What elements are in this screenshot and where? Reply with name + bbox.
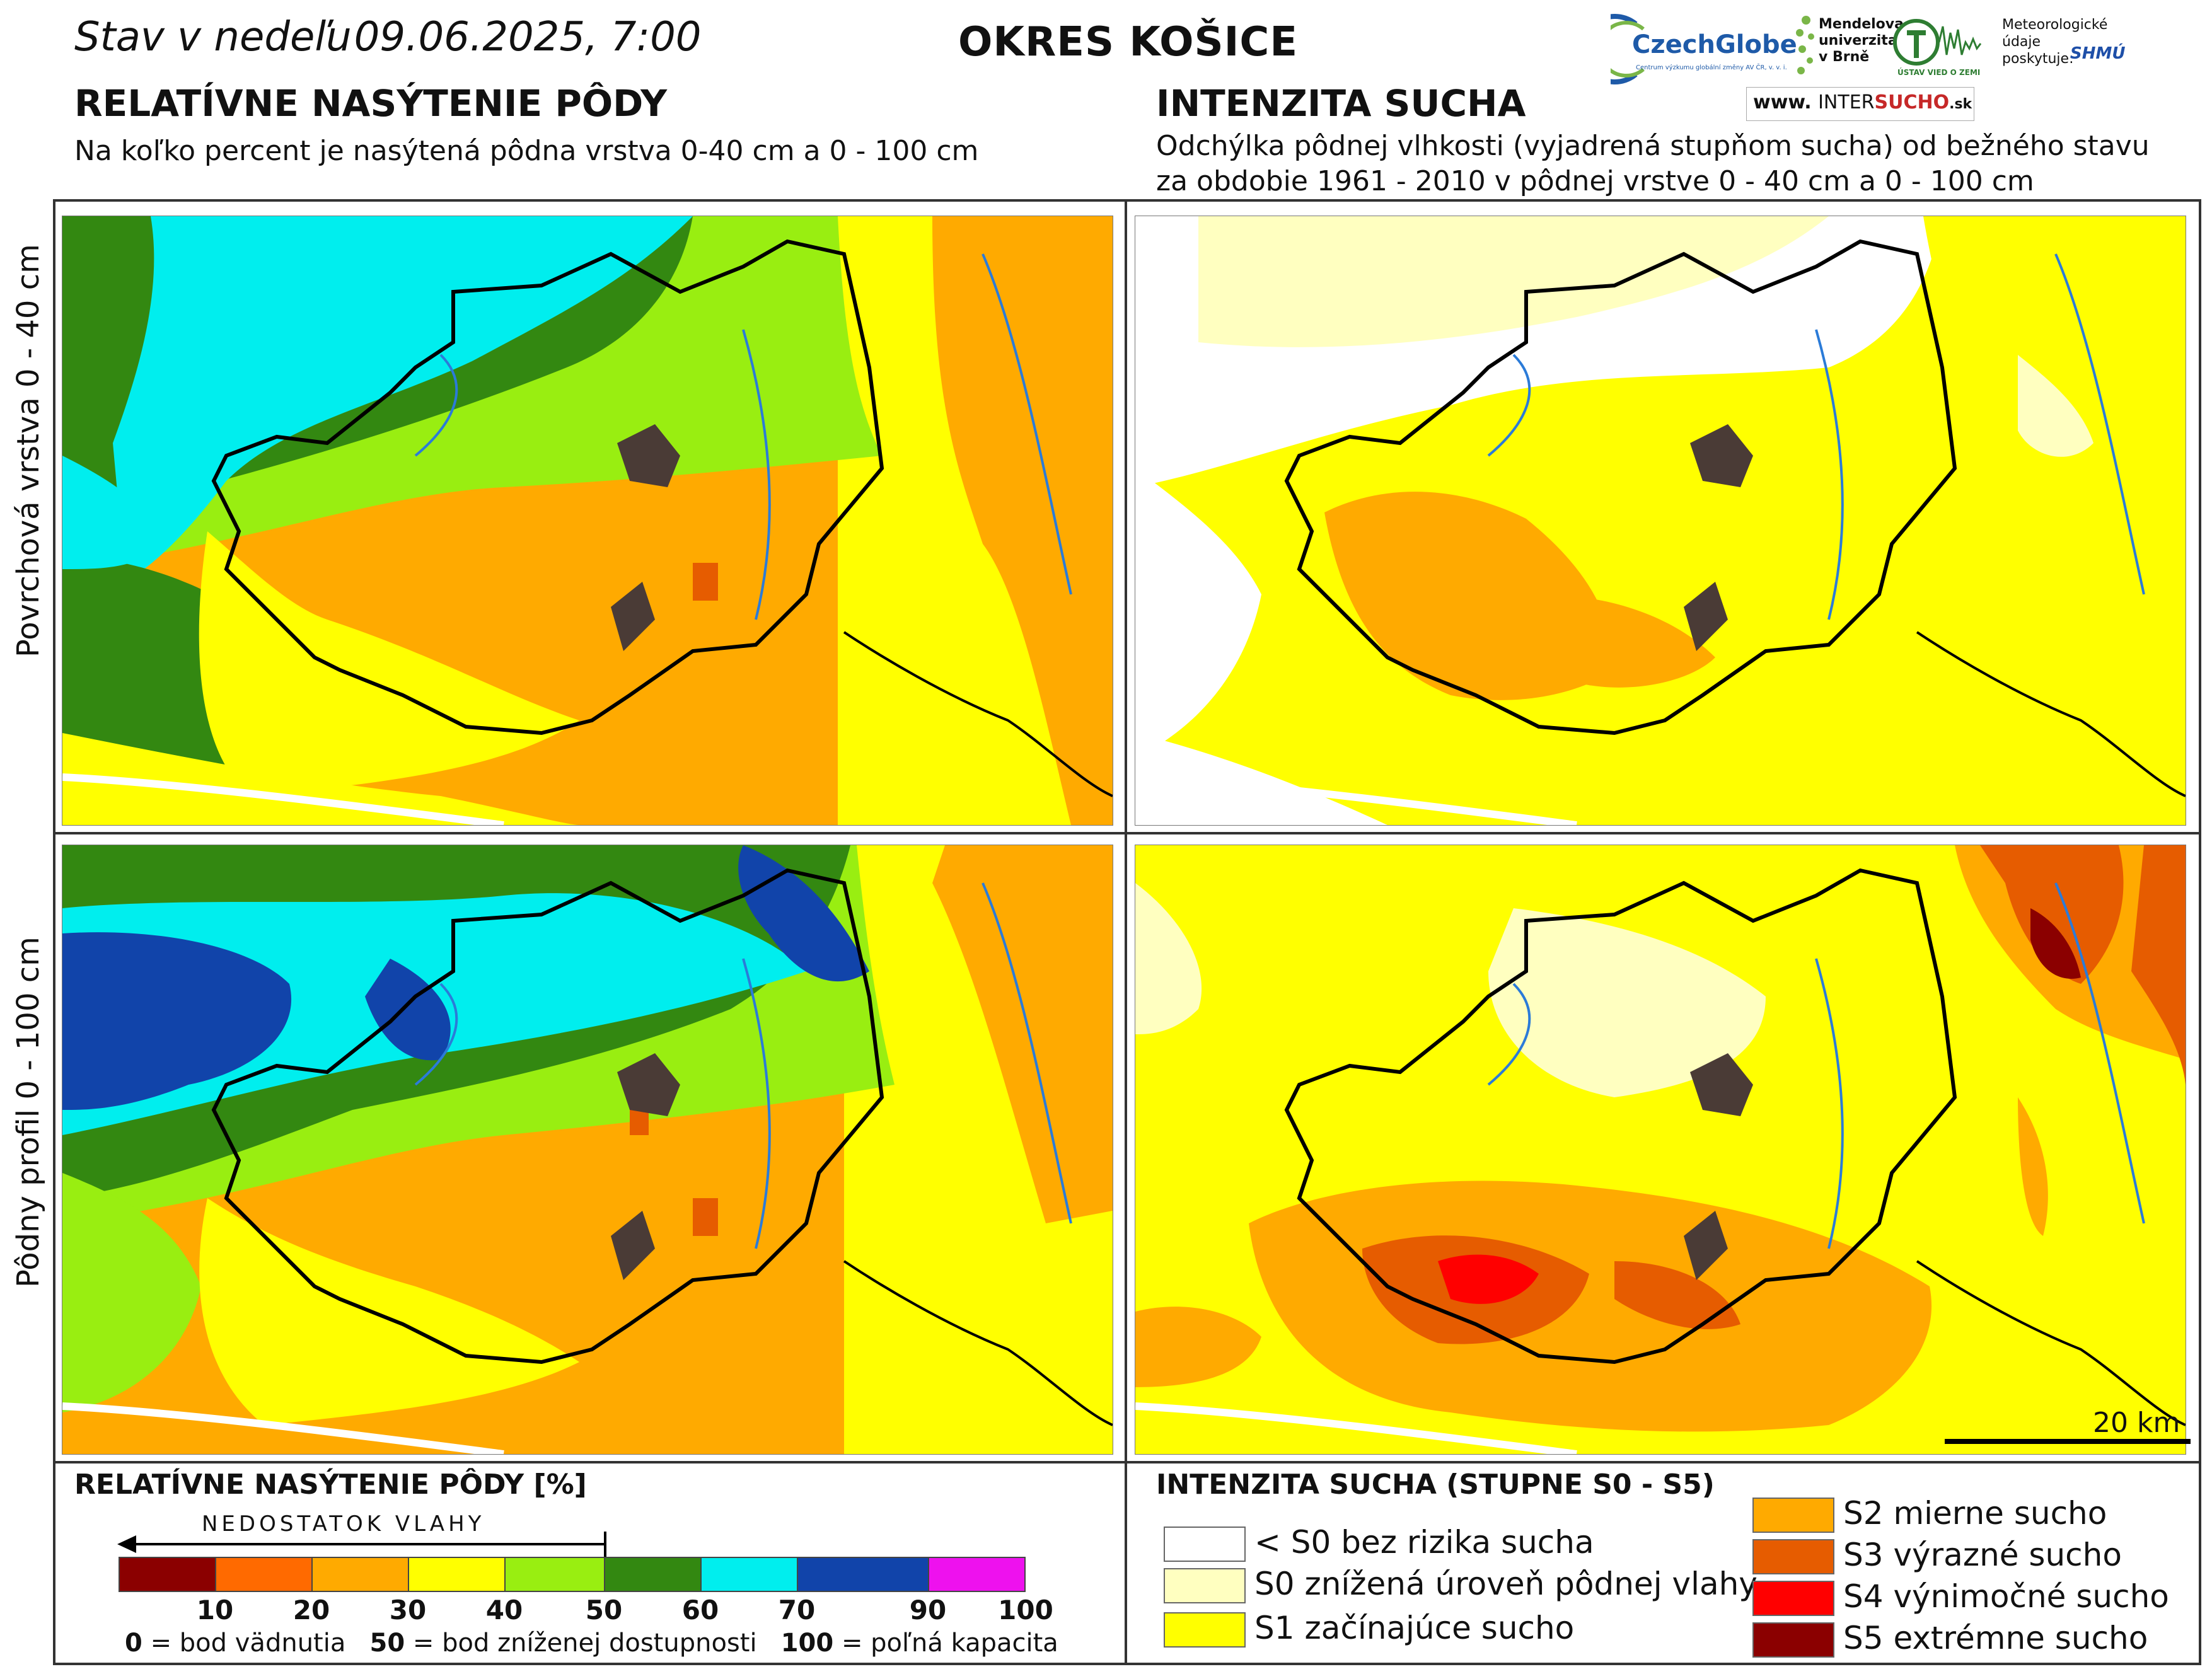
map-drought-profile — [1135, 845, 2186, 1455]
swatch-s1 — [1164, 1612, 1246, 1648]
scale-label: 20 km — [2093, 1407, 2180, 1439]
czechglobe-name: CzechGlobe — [1632, 30, 1797, 59]
row-label-top: Povrchová vrstva 0 - 40 cm — [11, 244, 46, 657]
intersucho-logo: www. INTERSUCHO.sk — [1746, 87, 1974, 121]
cbar-seg-60-70 — [700, 1557, 798, 1592]
panel-divider-middle — [53, 832, 2201, 834]
cbar-seg-70-90 — [797, 1557, 929, 1592]
arrow-label: NEDOSTATOK VLAHY — [202, 1511, 485, 1537]
note-0-text: = bod vädnutia — [150, 1629, 346, 1658]
tick-50: 50 — [585, 1595, 623, 1625]
czechglobe-sub: Centrum výzkumu globální změny AV ČR, v.… — [1636, 64, 1787, 71]
class-label-s4: S4 výnimočné sucho — [1843, 1578, 2169, 1615]
tick-20: 20 — [292, 1595, 330, 1625]
swatch-s5 — [1752, 1622, 1834, 1658]
date-line: Stav v nedeľu09.06.2025, 7:00 — [74, 14, 702, 61]
note-0-value: 0 — [125, 1629, 142, 1658]
panel-divider-vertical — [1125, 199, 1127, 1665]
tick-60: 60 — [681, 1595, 719, 1625]
uvz-name: ÚSTAV VIED O ZEMI — [1897, 68, 1981, 77]
intersucho-sk: .sk — [1949, 96, 1972, 112]
tick-10: 10 — [196, 1595, 234, 1625]
class-label-s2: S2 mierne sucho — [1843, 1495, 2107, 1532]
cbar-seg-30-40 — [408, 1557, 506, 1592]
deficit-arrow-line — [126, 1543, 605, 1545]
main-frame — [53, 199, 2201, 1665]
date-prefix: Stav v nedeľu — [74, 14, 352, 61]
class-label-s0: S0 znížená úroveň pôdnej vlahy — [1254, 1566, 1757, 1602]
uvz-logo: ÚSTAV VIED O ZEMI — [1891, 14, 1998, 83]
intersucho-sucho: SUCHO — [1874, 91, 1950, 113]
cbar-seg-50-60 — [604, 1557, 702, 1592]
cbar-seg-90-100 — [928, 1557, 1026, 1592]
mendelu-name: Mendelova univerzita v Brně — [1819, 16, 1904, 65]
right-panel-subtitle-1: Odchýlka pôdnej vlhkosti (vyjadrená stup… — [1156, 130, 2150, 162]
district-title: OKRES KOŠICE — [958, 19, 1299, 66]
drought-legend-title: INTENZITA SUCHA (STUPNE S0 - S5) — [1156, 1469, 1715, 1501]
map-saturation-surface — [62, 216, 1113, 826]
right-panel-subtitle-2: za obdobie 1961 - 2010 v pôdnej vrstve 0… — [1156, 165, 2034, 197]
left-panel-title: RELATÍVNE NASÝTENIE PÔDY — [74, 82, 668, 125]
class-label-s3: S3 výrazné sucho — [1843, 1537, 2122, 1573]
cbar-seg-40-50 — [504, 1557, 605, 1592]
cbar-seg-20-30 — [311, 1557, 409, 1592]
legend-note: 0 = bod vädnutia 50 = bod zníženej dostu… — [125, 1629, 1058, 1658]
date-value: 09.06.2025, 7:00 — [354, 14, 702, 61]
swatch-s2 — [1752, 1498, 1834, 1533]
map-saturation-profile — [62, 845, 1113, 1455]
right-panel-title: INTENZITA SUCHA — [1156, 82, 1526, 125]
tick-40: 40 — [485, 1595, 523, 1625]
shmu-logo: SHMÚ — [2070, 44, 2126, 63]
saturation-legend-title: RELATÍVNE NASÝTENIE PÔDY [%] — [74, 1469, 587, 1501]
swatch-s3 — [1752, 1539, 1834, 1574]
swatch-s0 — [1164, 1568, 1246, 1603]
tick-30: 30 — [389, 1595, 427, 1625]
deficit-arrow-icon — [117, 1535, 136, 1553]
row-label-bottom: Pôdny profil 0 - 100 cm — [11, 937, 46, 1288]
tick-70: 70 — [778, 1595, 816, 1625]
intersucho-www: www. — [1753, 91, 1812, 113]
note-100-value: 100 — [780, 1629, 834, 1658]
tick-100: 100 — [998, 1595, 1053, 1625]
cbar-seg-10-20 — [215, 1557, 313, 1592]
map-drought-surface — [1135, 216, 2186, 826]
note-50-value: 50 — [369, 1629, 405, 1658]
class-label-s5: S5 extrémne sucho — [1843, 1620, 2148, 1656]
tick-90: 90 — [909, 1595, 947, 1625]
czechglobe-logo: CzechGlobe Centrum výzkumu globální změn… — [1579, 11, 1806, 87]
class-label-no-risk: < S0 bez rizika sucha — [1254, 1524, 1594, 1561]
panel-divider-legend — [53, 1461, 2201, 1463]
note-100-text: = poľná kapacita — [841, 1629, 1058, 1658]
intersucho-inter: INTER — [1818, 91, 1875, 113]
uvz-seismograph-icon — [1893, 19, 1982, 66]
deficit-arrow-stop — [604, 1532, 606, 1557]
left-panel-subtitle: Na koľko percent je nasýtená pôdna vrstv… — [74, 135, 979, 167]
swatch-s4 — [1752, 1581, 1834, 1616]
swatch-no-risk — [1164, 1527, 1246, 1562]
cbar-seg-0-10 — [119, 1557, 216, 1592]
scale-bar — [1945, 1439, 2191, 1444]
class-label-s1: S1 začínajúce sucho — [1254, 1610, 1575, 1646]
meteo-label: Meteorologické údaje poskytuje: — [2002, 17, 2108, 67]
mendelu-dots-icon — [1796, 16, 1814, 74]
mendelu-logo: Mendelova univerzita v Brně — [1793, 14, 1904, 83]
note-50-text: = bod zníženej dostupnosti — [412, 1629, 757, 1658]
